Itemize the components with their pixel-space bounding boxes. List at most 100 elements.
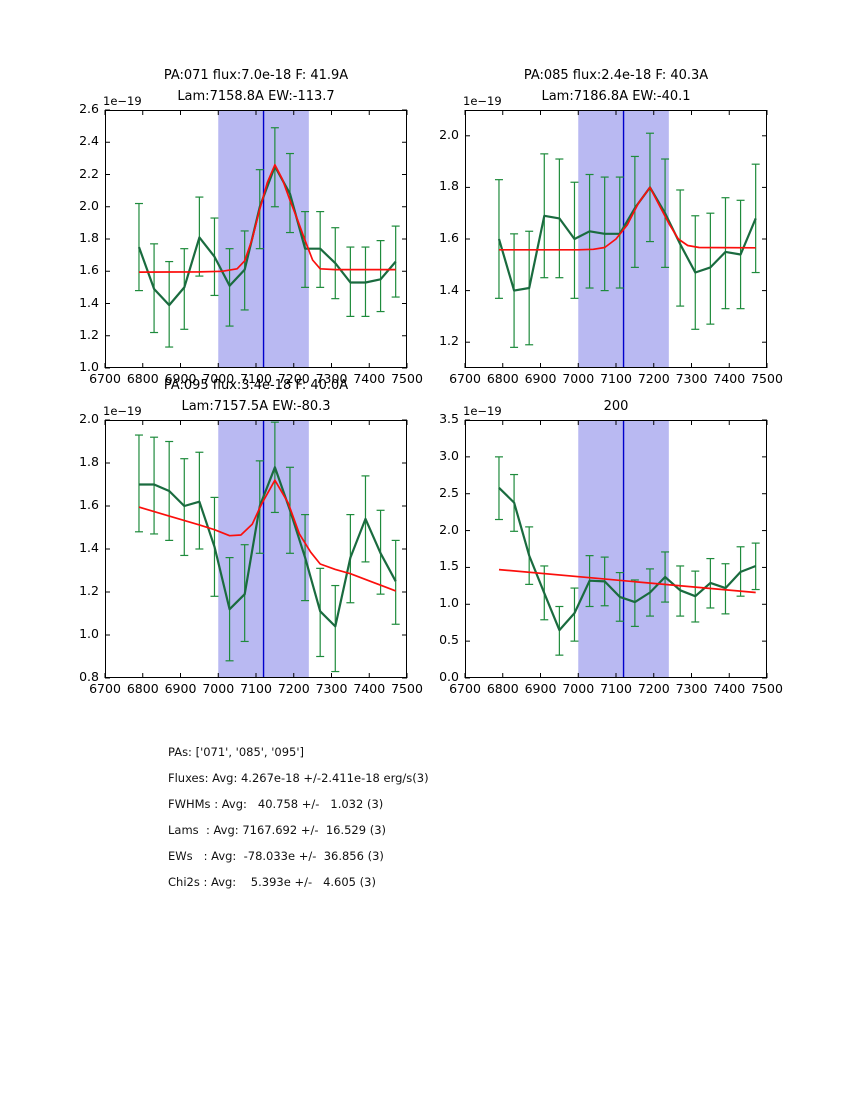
x-tick-label: 7200 — [277, 371, 310, 386]
spectrum-line — [498, 487, 757, 632]
y-tick-label: 2.0 — [79, 197, 99, 213]
x-tick-label: 7100 — [240, 681, 272, 696]
x-tick-label: 6700 — [449, 681, 481, 696]
y-tick-label: 1.0 — [79, 359, 99, 374]
y-tick-label: 2.0 — [439, 521, 459, 537]
error-bar — [391, 539, 400, 625]
subplot-pa-085: PA:085 flux:2.4e-18 F: 40.3A Lam:7186.8A … — [439, 68, 783, 386]
x-tick-label: 7400 — [353, 681, 386, 696]
error-bar — [751, 163, 760, 274]
x-tick-label: 7200 — [637, 681, 670, 696]
plot-title-line2: Lam:7157.5A EW:-80.3 — [181, 399, 331, 414]
fit-line — [498, 568, 756, 594]
x-tick-label: 7300 — [315, 371, 348, 386]
y-tick-label: 1.2 — [79, 326, 99, 342]
x-tick-label: 7400 — [713, 681, 746, 696]
x-tick-label: 7500 — [391, 371, 423, 386]
x-tick-label: 7000 — [202, 371, 235, 386]
x-tick-label: 6800 — [486, 681, 519, 696]
x-tick-label: 6800 — [126, 681, 159, 696]
y-tick-label: 3.5 — [439, 411, 459, 426]
axes-frame — [105, 110, 407, 368]
y-axis-offset-label: 1e−19 — [463, 94, 502, 108]
y-tick-label: 1.6 — [439, 230, 459, 245]
spectrum-line — [139, 466, 397, 628]
stat-line-chi2s: Chi2s : Avg: 5.393e +/- 4.605 (3) — [168, 875, 376, 889]
x-tick-label: 6800 — [126, 371, 159, 386]
stat-line-ews: EWs : Avg: -78.033e +/- 36.856 (3) — [168, 849, 384, 863]
y-tick-label: 1.4 — [79, 294, 99, 310]
error-bar — [570, 181, 579, 299]
y-tick-label: 2.0 — [439, 126, 459, 142]
y-tick-label: 0.5 — [439, 632, 459, 648]
x-tick-label: 6900 — [164, 371, 197, 386]
x-tick-label: 7100 — [600, 681, 632, 696]
error-bar — [494, 179, 503, 299]
y-tick-label: 0.0 — [439, 669, 459, 684]
x-tick-label: 7200 — [277, 681, 310, 696]
x-tick-label: 7500 — [391, 681, 423, 696]
x-tick-label: 6900 — [524, 371, 557, 386]
stat-line-lams: Lams : Avg: 7167.692 +/- 16.529 (3) — [168, 823, 387, 837]
y-tick-label: 1.8 — [79, 454, 99, 469]
x-tick-label: 7500 — [751, 371, 783, 386]
x-tick-label: 7500 — [751, 681, 783, 696]
y-tick-label: 2.4 — [79, 133, 99, 149]
plot-canvas — [464, 110, 768, 368]
x-tick-label: 6700 — [89, 681, 121, 696]
x-tick-label: 7000 — [562, 681, 595, 696]
axes-frame — [465, 420, 767, 678]
plot-canvas — [104, 419, 408, 679]
summary-stats: PAs: ['071', '085', '095'] Fluxes: Avg: … — [168, 739, 429, 895]
x-tick-label: 7300 — [315, 681, 348, 696]
y-tick-label: 3.0 — [439, 447, 459, 463]
stat-line-fluxes: Fluxes: Avg: 4.267e-18 +/-2.411e-18 erg/… — [168, 771, 429, 785]
x-tick-label: 6900 — [524, 681, 557, 696]
fit-line — [138, 163, 396, 273]
x-tick-label: 7000 — [202, 681, 235, 696]
y-tick-label: 1.6 — [79, 262, 99, 278]
subplot-pa-071: PA:071 flux:7.0e-18 F: 41.9A Lam:7158.8A … — [79, 68, 423, 386]
x-tick-label: 7400 — [713, 371, 746, 386]
y-tick-label: 2.5 — [439, 484, 459, 500]
y-axis-offset-label: 1e−19 — [463, 404, 502, 418]
plot-title-line1: PA:071 flux:7.0e-18 F: 41.9A — [163, 68, 349, 83]
x-tick-label: 7100 — [600, 371, 632, 386]
stat-line-fwhms: FWHMs : Avg: 40.758 +/- 1.032 (3) — [168, 797, 384, 811]
y-tick-label: 1.6 — [79, 497, 99, 512]
y-tick-label: 1.8 — [439, 178, 459, 194]
plot-title-line2: Lam:7186.8A EW:-40.1 — [541, 89, 691, 104]
y-tick-label: 1.2 — [79, 583, 99, 598]
y-tick-label: 1.0 — [79, 626, 99, 641]
stat-line-pas: PAs: ['071', '085', '095'] — [168, 745, 305, 759]
axes-frame — [465, 110, 767, 368]
error-bar — [225, 248, 234, 327]
plot-title: 200 — [603, 399, 629, 414]
x-tick-label: 6700 — [89, 371, 121, 386]
error-bar — [676, 189, 685, 307]
subplot-chi2-200: 200 1e−19 6700 6800 6900 7000 7100 7200 7300 7400… — [439, 399, 783, 696]
fit-line — [499, 186, 756, 251]
x-tick-label: 7000 — [562, 371, 595, 386]
plot-title-line1: PA:085 flux:2.4e-18 F: 40.3A — [523, 68, 709, 83]
y-tick-label: 1.4 — [439, 281, 459, 297]
x-tick-label: 6800 — [486, 371, 519, 386]
plot-title-line2: Lam:7158.8A EW:-113.7 — [177, 89, 335, 104]
x-tick-label: 7300 — [675, 681, 708, 696]
y-tick-label: 2.6 — [79, 101, 99, 116]
x-tick-label: 7200 — [637, 371, 670, 386]
x-tick-label: 7400 — [353, 371, 386, 386]
error-bar — [134, 202, 143, 292]
y-tick-label: 1.8 — [79, 230, 99, 245]
x-tick-label: 6700 — [449, 371, 481, 386]
y-tick-label: 1.5 — [439, 558, 459, 574]
plot-canvas — [104, 109, 408, 369]
y-tick-label: 2.0 — [79, 411, 99, 426]
x-tick-label: 6900 — [164, 681, 197, 696]
error-bar — [391, 225, 400, 298]
y-axis-offset-label: 1e−19 — [103, 404, 142, 418]
plot-canvas — [464, 419, 768, 679]
fit-line — [138, 479, 397, 592]
y-tick-label: 1.0 — [439, 595, 459, 611]
